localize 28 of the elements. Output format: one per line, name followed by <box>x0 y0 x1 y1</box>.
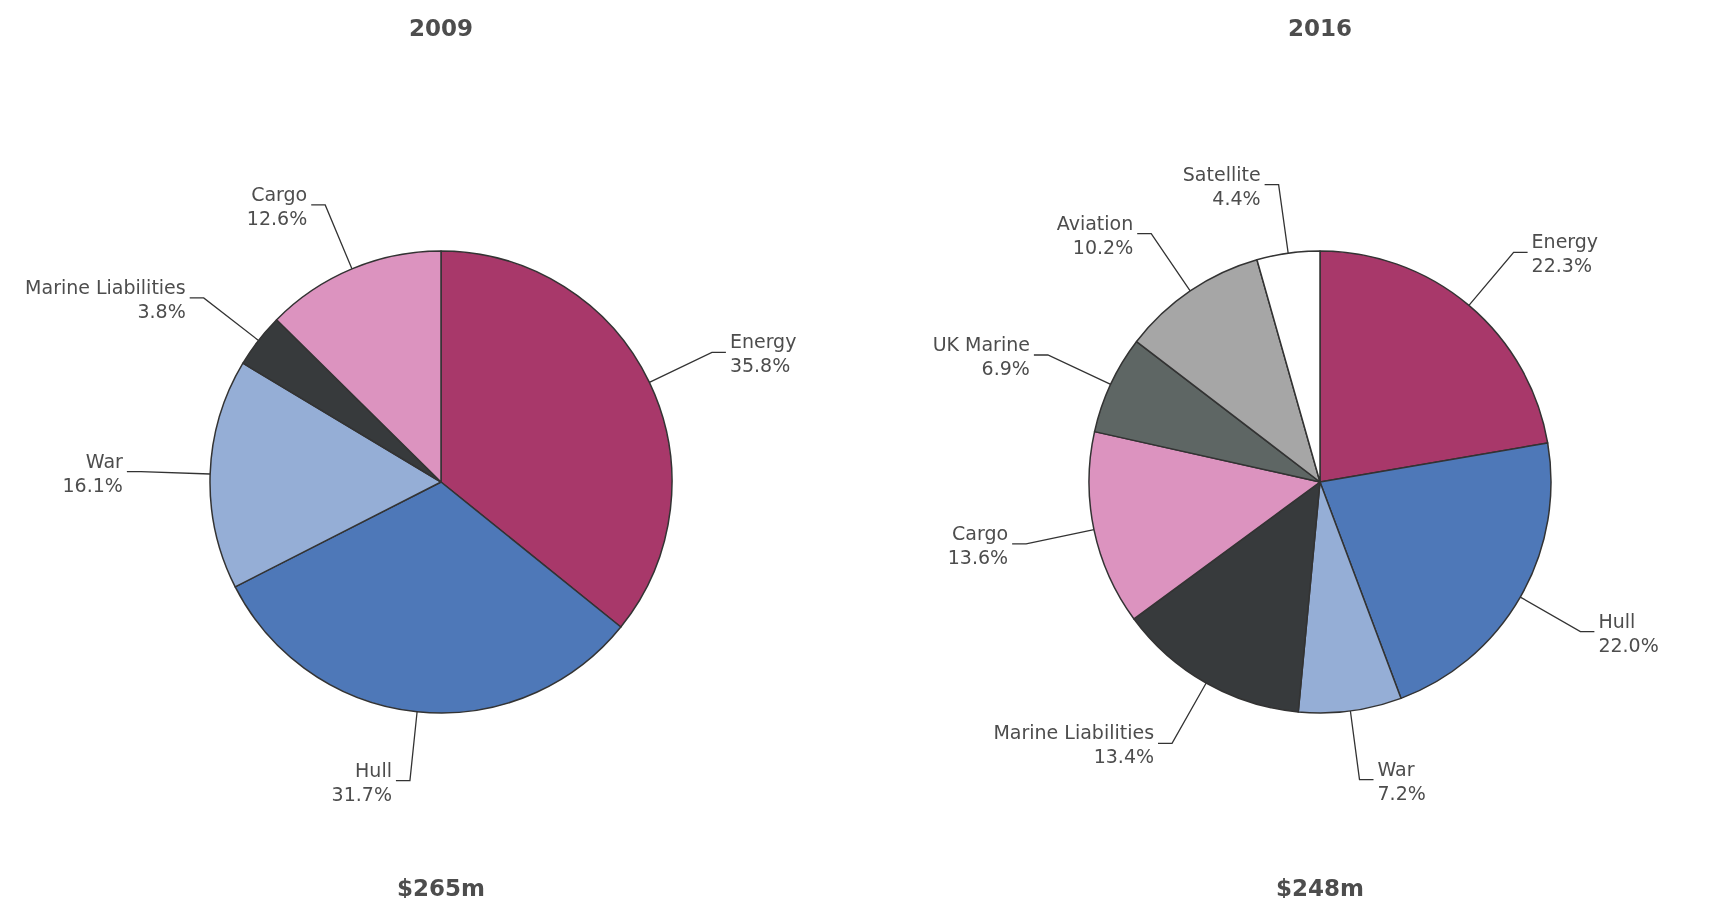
slice-label: Energy <box>729 330 797 353</box>
data-label: 22.0% <box>1598 633 1659 656</box>
chart-title: 2016 <box>1287 15 1353 41</box>
slice-label: UK Marine <box>932 332 1030 355</box>
data-label: 6.9% <box>981 356 1030 379</box>
slice-label: Aviation <box>1056 211 1134 234</box>
data-label: 13.4% <box>1093 745 1155 768</box>
slice-label: Marine Liabilities <box>993 721 1155 744</box>
slice-label: Satellite <box>1182 162 1261 185</box>
slice-label: Energy <box>1531 230 1599 253</box>
data-label: 10.2% <box>1072 235 1134 258</box>
data-label: 16.1% <box>62 473 123 496</box>
data-label: 4.4% <box>1212 186 1261 209</box>
data-label: 35.8% <box>729 354 791 377</box>
data-label: 31.7% <box>331 782 392 805</box>
slice-label: Marine Liabilities <box>25 275 186 298</box>
data-label: 13.6% <box>947 545 1009 568</box>
slice-label: War <box>85 449 124 472</box>
slice-label: War <box>1377 757 1415 780</box>
data-label: 12.6% <box>246 206 308 229</box>
data-label: 7.2% <box>1377 781 1426 804</box>
data-label: 22.3% <box>1531 254 1592 277</box>
chart-title: 2009 <box>408 15 474 41</box>
data-label: 3.8% <box>137 299 186 322</box>
slice-label: Cargo <box>251 182 308 205</box>
slice-label: Hull <box>355 758 392 781</box>
slice-label: Cargo <box>952 521 1009 544</box>
slice-label: Hull <box>1598 609 1636 632</box>
